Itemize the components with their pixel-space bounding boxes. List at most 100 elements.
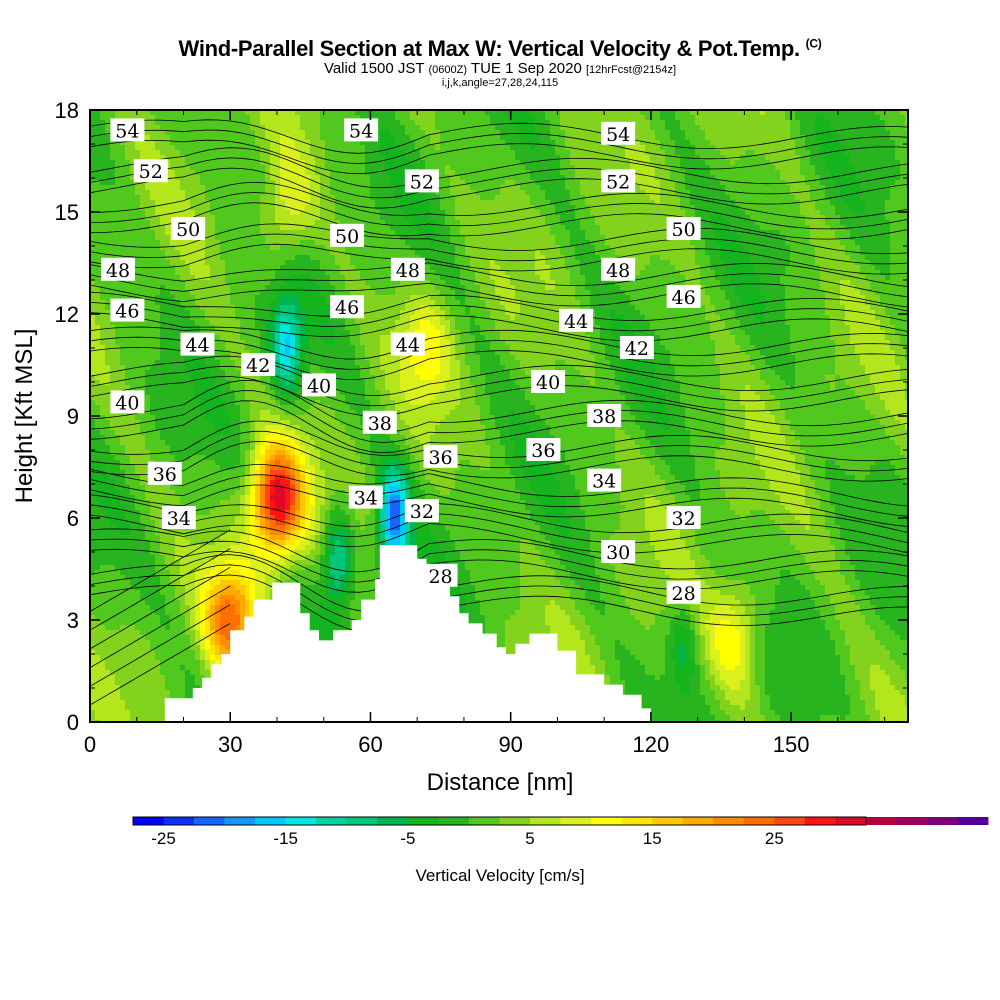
field-cell (220, 145, 226, 151)
field-cell (820, 145, 826, 151)
field-cell (395, 160, 401, 166)
field-cell (285, 165, 291, 171)
field-cell (450, 140, 456, 146)
field-cell (270, 240, 276, 246)
field-cell (635, 240, 641, 246)
field-cell (305, 140, 311, 146)
field-cell (780, 120, 786, 126)
field-cell (95, 255, 101, 261)
field-cell (755, 235, 761, 241)
field-cell (560, 210, 566, 216)
field-cell (325, 220, 331, 226)
field-cell (870, 135, 876, 141)
subtitle-zulu: (0600Z) (428, 64, 467, 76)
field-cell (525, 110, 531, 116)
field-cell (250, 235, 256, 241)
field-cell (465, 130, 471, 136)
field-cell (850, 220, 856, 226)
field-cell (460, 250, 466, 256)
field-cell (815, 240, 821, 246)
field-cell (750, 170, 756, 176)
field-cell (790, 240, 796, 246)
field-cell (250, 210, 256, 216)
field-cell (605, 245, 611, 251)
field-cell (475, 115, 481, 121)
field-cell (130, 255, 136, 261)
field-cell (440, 190, 446, 196)
field-cell (660, 110, 666, 116)
field-cell (785, 220, 791, 226)
field-cell (260, 135, 266, 141)
field-cell (885, 120, 891, 126)
field-cell (265, 215, 271, 221)
field-cell (825, 230, 831, 236)
field-cell (580, 215, 586, 221)
field-cell (905, 190, 908, 196)
field-cell (285, 150, 291, 156)
field-cell (780, 235, 786, 241)
field-cell (785, 230, 791, 236)
field-cell (515, 145, 521, 151)
field-cell (805, 150, 811, 156)
field-cell (120, 150, 126, 156)
field-cell (680, 130, 686, 136)
field-cell (215, 230, 221, 236)
field-cell (180, 130, 186, 136)
field-cell (755, 200, 761, 206)
field-cell (685, 170, 691, 176)
field-cell (900, 115, 906, 121)
field-cell (575, 175, 581, 181)
field-cell (665, 195, 671, 201)
field-cell (270, 225, 276, 231)
field-cell (265, 145, 271, 151)
field-cell (700, 205, 706, 211)
field-cell (690, 150, 696, 156)
field-cell (450, 200, 456, 206)
field-cell (640, 130, 646, 136)
field-cell (505, 220, 511, 226)
field-cell (150, 260, 156, 266)
field-cell (580, 235, 586, 241)
field-cell (485, 220, 491, 226)
field-cell (740, 205, 746, 211)
field-cell (315, 135, 321, 141)
field-cell (765, 195, 771, 201)
field-cell (90, 120, 96, 126)
field-cell (285, 245, 291, 251)
field-cell (460, 110, 466, 116)
field-cell (875, 245, 881, 251)
field-cell (325, 125, 331, 131)
field-cell (775, 130, 781, 136)
field-cell (455, 210, 461, 216)
field-cell (900, 225, 906, 231)
field-cell (505, 155, 511, 161)
field-cell (540, 205, 546, 211)
field-cell (325, 130, 331, 136)
field-cell (740, 240, 746, 246)
field-cell (785, 205, 791, 211)
field-cell (165, 230, 171, 236)
field-cell (550, 170, 556, 176)
field-cell (590, 145, 596, 151)
field-cell (275, 215, 281, 221)
field-cell (375, 145, 381, 151)
field-cell (885, 240, 891, 246)
field-cell (470, 115, 476, 121)
field-cell (325, 145, 331, 151)
field-cell (490, 110, 496, 116)
field-cell (845, 240, 851, 246)
field-cell (705, 225, 711, 231)
field-cell (440, 255, 446, 261)
field-cell (770, 175, 776, 181)
field-cell (785, 240, 791, 246)
field-cell (115, 165, 121, 171)
field-cell (495, 125, 501, 131)
field-cell (455, 130, 461, 136)
field-cell (830, 115, 836, 121)
field-cell (750, 185, 756, 191)
field-cell (250, 110, 256, 116)
field-cell (110, 185, 116, 191)
field-cell (765, 185, 771, 191)
field-cell (875, 240, 881, 246)
